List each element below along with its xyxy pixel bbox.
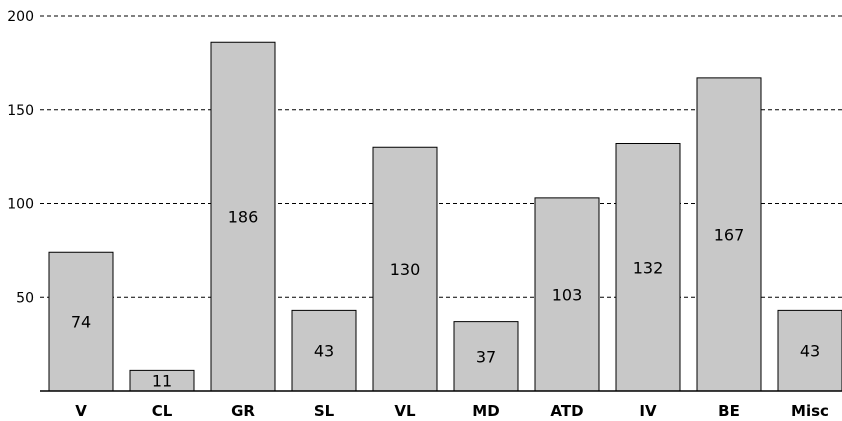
y-axis-ticks: 50 100 150 200 (7, 9, 34, 306)
data-label: 74 (71, 313, 91, 332)
data-label: 130 (390, 260, 421, 279)
bar (210, 41, 276, 392)
bar (534, 197, 600, 392)
x-axis-ticks: V CL GR SL VL MD ATD IV BE Misc (75, 402, 829, 420)
data-label: 103 (552, 285, 583, 304)
y-tick-label: 150 (7, 103, 34, 119)
x-tick-label: Misc (791, 402, 829, 420)
x-tick-label: SL (314, 402, 335, 420)
x-tick-label: MD (472, 402, 499, 420)
bars (48, 41, 842, 392)
x-tick-label: IV (639, 402, 657, 420)
bar (291, 309, 357, 392)
bar (453, 321, 519, 392)
data-label: 132 (633, 258, 664, 277)
data-labels: 74 11 186 43 130 37 103 132 167 43 (71, 208, 820, 391)
bar (615, 143, 681, 392)
data-label: 186 (228, 208, 259, 227)
x-tick-label: VL (394, 402, 416, 420)
x-tick-label: V (75, 402, 87, 420)
y-tick-label: 200 (7, 9, 34, 25)
y-tick-label: 100 (7, 197, 34, 213)
x-tick-label: CL (152, 402, 173, 420)
data-label: 167 (714, 225, 745, 244)
x-tick-label: BE (718, 402, 740, 420)
data-label: 11 (152, 372, 172, 391)
data-label: 43 (800, 342, 820, 361)
data-label: 37 (476, 347, 496, 366)
x-tick-label: GR (231, 402, 255, 420)
x-tick-label: ATD (550, 402, 583, 420)
bar (372, 146, 438, 392)
bar (777, 309, 842, 392)
bar (48, 251, 114, 392)
y-tick-label: 50 (16, 290, 34, 306)
data-label: 43 (314, 342, 334, 361)
bar (696, 77, 762, 392)
